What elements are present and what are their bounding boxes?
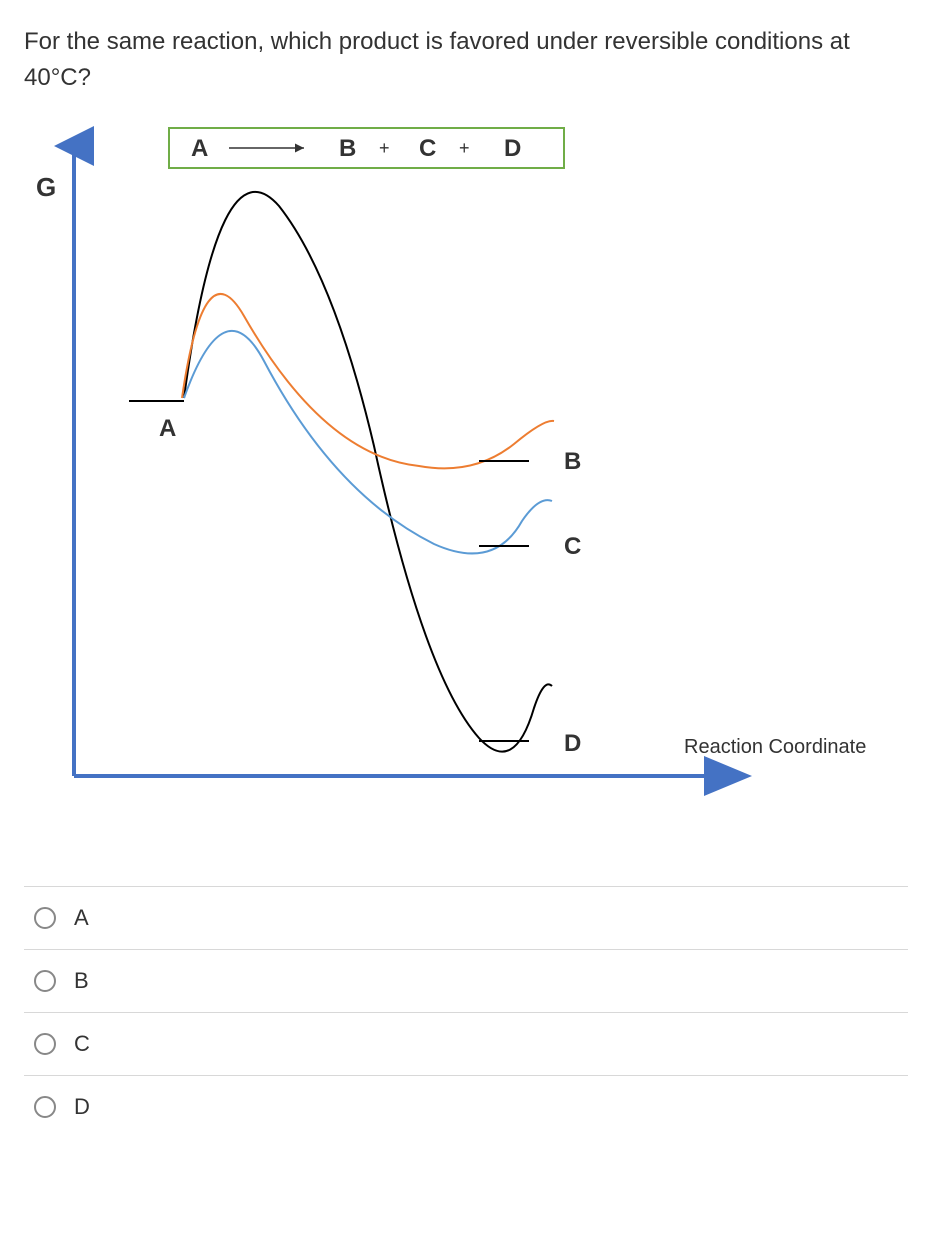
equation-reactant: A [191, 135, 208, 162]
option-c[interactable]: C [24, 1012, 908, 1075]
option-label: B [74, 968, 89, 994]
option-label: D [74, 1094, 90, 1120]
curve-c [184, 331, 552, 554]
radio-icon[interactable] [34, 907, 56, 929]
start-level-label: A [159, 415, 176, 442]
option-a[interactable]: A [24, 886, 908, 949]
x-axis-label: Reaction Coordinate [684, 736, 866, 758]
answer-options: A B C D [24, 886, 908, 1138]
diagram-svg: G Reaction Coordinate A B + C + D A D B … [24, 126, 924, 806]
end-label-c: C [564, 533, 581, 560]
curve-b [182, 294, 554, 468]
end-label-d: D [564, 730, 581, 757]
equation-product-c: C [419, 135, 436, 162]
option-d[interactable]: D [24, 1075, 908, 1138]
option-b[interactable]: B [24, 949, 908, 1012]
radio-icon[interactable] [34, 1033, 56, 1055]
option-label: A [74, 905, 89, 931]
end-label-b: B [564, 448, 581, 475]
curve-d [184, 192, 552, 752]
energy-diagram: G Reaction Coordinate A B + C + D A D B … [24, 126, 908, 806]
radio-icon[interactable] [34, 970, 56, 992]
equation-product-d: D [504, 135, 521, 162]
equation-box: A B + C + D [169, 128, 564, 168]
equation-plus-2: + [459, 138, 470, 158]
equation-product-b: B [339, 135, 356, 162]
question-text: For the same reaction, which product is … [24, 24, 908, 96]
equation-plus-1: + [379, 138, 390, 158]
option-label: C [74, 1031, 90, 1057]
radio-icon[interactable] [34, 1096, 56, 1118]
y-axis-label: G [36, 172, 56, 202]
